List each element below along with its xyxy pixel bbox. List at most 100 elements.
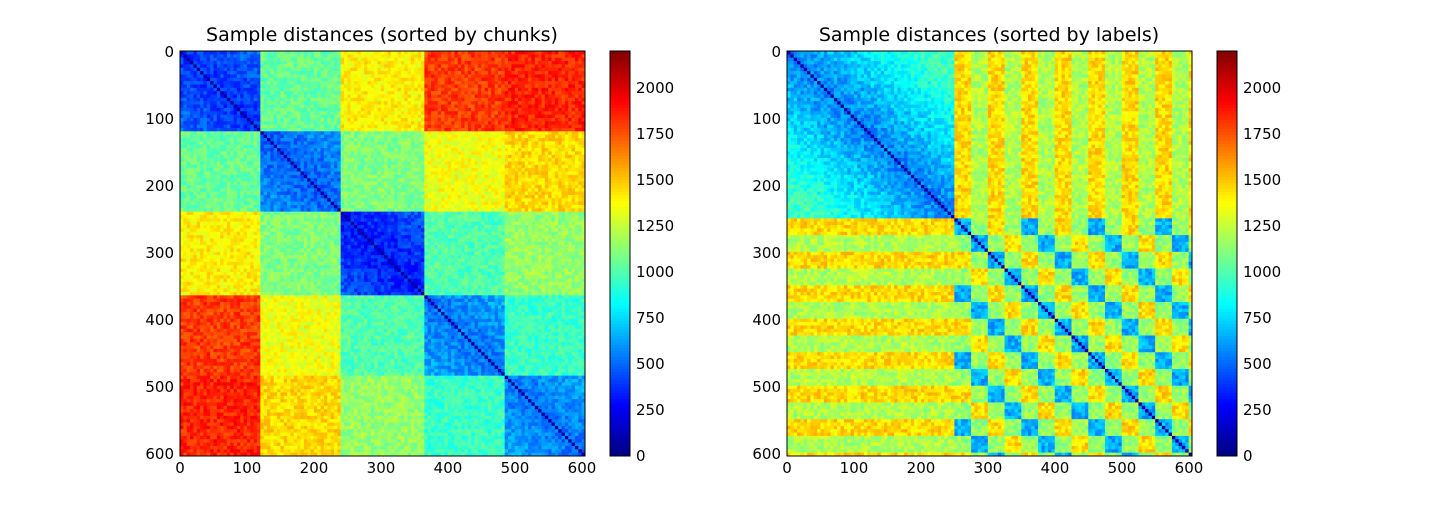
- heatmap-cell: [531, 171, 536, 176]
- heatmap-cell: [387, 171, 392, 176]
- heatmap-cell: [330, 64, 335, 69]
- heatmap-cell: [357, 131, 362, 136]
- heatmap-cell: [280, 94, 285, 99]
- heatmap-cell: [501, 104, 506, 109]
- heatmap-cell: [283, 81, 288, 85]
- heatmap-cell: [424, 164, 429, 169]
- heatmap-cell: [203, 188, 208, 193]
- heatmap-cell: [310, 74, 315, 79]
- heatmap-cell: [461, 74, 466, 79]
- heatmap-cell: [277, 144, 281, 149]
- heatmap-cell: [226, 54, 231, 59]
- heatmap-cell: [444, 171, 449, 176]
- heatmap-cell: [561, 168, 566, 172]
- heatmap-cell: [437, 148, 442, 152]
- heatmap-cell: [256, 148, 261, 152]
- heatmap-cell: [404, 144, 409, 149]
- heatmap-cell: [410, 158, 415, 162]
- heatmap-cell: [417, 111, 422, 116]
- heatmap-cell: [414, 94, 419, 99]
- heatmap-cell: [303, 87, 308, 92]
- heatmap-cell: [180, 164, 184, 169]
- heatmap-cell: [230, 158, 235, 162]
- heatmap-cell: [471, 71, 476, 75]
- heatmap-cell: [484, 141, 489, 146]
- heatmap-cell: [280, 97, 285, 102]
- heatmap-cell: [377, 164, 382, 169]
- heatmap-cell: [414, 104, 419, 109]
- heatmap-cell: [561, 101, 566, 106]
- heatmap-cell: [233, 74, 238, 79]
- heatmap-cell: [206, 57, 211, 62]
- heatmap-cell: [474, 138, 479, 142]
- heatmap-cell: [404, 121, 409, 126]
- heatmap-cell: [317, 181, 322, 186]
- heatmap-cell: [300, 71, 305, 75]
- heatmap-cell: [313, 121, 318, 126]
- heatmap-cell: [250, 54, 255, 59]
- heatmap-cell: [574, 164, 579, 169]
- heatmap-cell: [431, 57, 435, 62]
- heatmap-cell: [307, 184, 312, 189]
- heatmap-cell: [548, 107, 553, 112]
- heatmap-cell: [270, 154, 275, 159]
- heatmap-cell: [471, 154, 476, 159]
- heatmap-cell: [481, 61, 486, 65]
- heatmap-cell: [313, 168, 318, 172]
- heatmap-cell: [518, 71, 522, 75]
- heatmap-cell: [474, 161, 479, 166]
- heatmap-cell: [568, 174, 573, 179]
- heatmap-cell: [404, 184, 409, 189]
- heatmap-cell: [367, 107, 372, 112]
- heatmap-cell: [477, 57, 482, 62]
- heatmap-cell: [447, 61, 452, 65]
- heatmap-cell: [333, 104, 338, 109]
- heatmap-cell: [273, 77, 278, 82]
- heatmap-cell: [283, 94, 288, 99]
- heatmap-cell: [210, 164, 214, 169]
- heatmap-cell: [256, 124, 261, 129]
- heatmap-cell: [273, 104, 278, 109]
- heatmap-cell: [417, 164, 422, 169]
- heatmap-cell: [494, 104, 499, 109]
- heatmap-cell: [337, 57, 342, 62]
- heatmap-cell: [357, 61, 362, 65]
- heatmap-cell: [514, 127, 519, 132]
- heatmap-cell: [484, 144, 489, 149]
- heatmap-cell: [410, 61, 415, 65]
- heatmap-cell: [310, 107, 315, 112]
- heatmap-cell: [367, 94, 372, 99]
- heatmap-cell: [280, 174, 285, 179]
- heatmap-cell: [397, 134, 402, 139]
- heatmap-cell: [340, 87, 345, 92]
- heatmap-cell: [487, 97, 492, 102]
- heatmap-cell: [347, 181, 352, 186]
- heatmap-cell: [518, 171, 522, 176]
- heatmap-cell: [243, 101, 248, 106]
- heatmap-cell: [300, 174, 305, 179]
- heatmap-cell: [303, 124, 308, 129]
- heatmap-cell: [226, 121, 231, 126]
- heatmap-cell: [384, 131, 389, 136]
- heatmap-cell: [384, 61, 389, 65]
- heatmap-cell: [564, 114, 569, 119]
- heatmap-cell: [481, 124, 486, 129]
- heatmap-cell: [220, 67, 225, 72]
- heatmap-cell: [196, 174, 201, 179]
- heatmap-cell: [487, 134, 492, 139]
- heatmap-cell: [360, 181, 365, 186]
- heatmap-cell: [303, 131, 308, 136]
- heatmap-cell: [404, 131, 409, 136]
- heatmap-cell: [404, 87, 409, 92]
- chart-title-chunks: Sample distances (sorted by chunks): [206, 24, 558, 46]
- heatmap-cell: [561, 141, 566, 146]
- heatmap-cell: [538, 154, 542, 159]
- heatmap-cell: [390, 121, 395, 126]
- heatmap-cell: [564, 184, 569, 189]
- heatmap-cell: [216, 114, 221, 119]
- heatmap-cell: [203, 67, 208, 72]
- heatmap-cell: [287, 107, 291, 112]
- heatmap-cell: [384, 134, 389, 139]
- heatmap-cell: [414, 144, 419, 149]
- heatmap-cell: [307, 71, 312, 75]
